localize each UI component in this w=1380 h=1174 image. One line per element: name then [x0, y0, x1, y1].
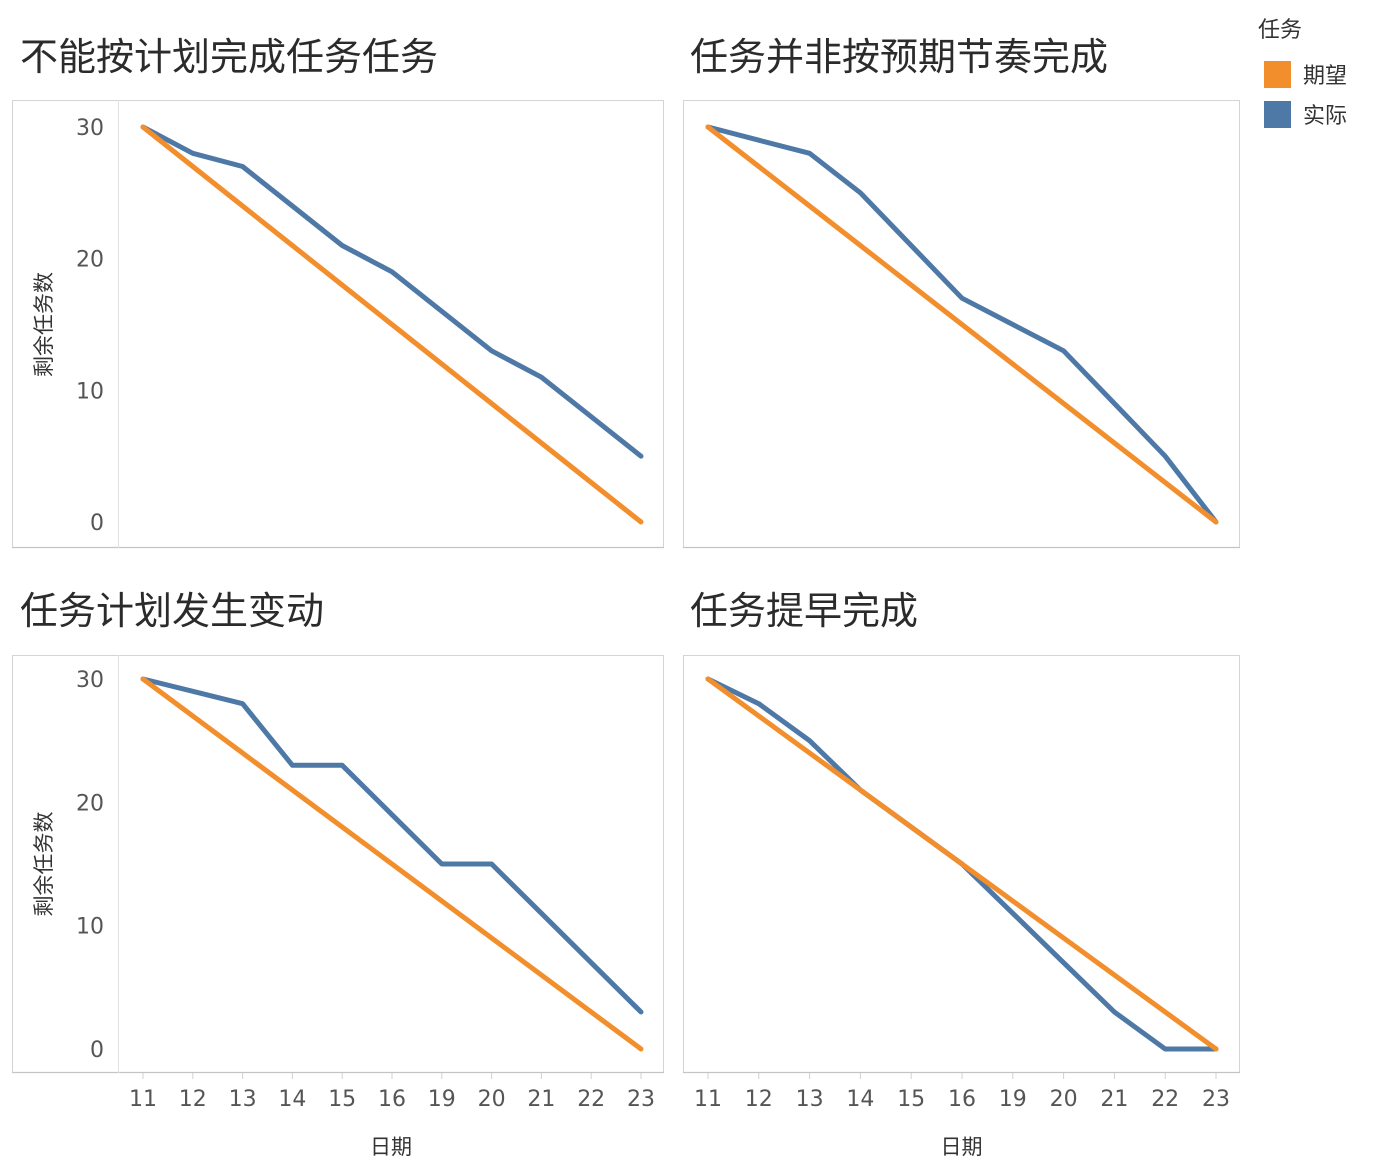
x-tick-label: 19 [999, 1087, 1027, 1112]
legend-swatch [1264, 60, 1291, 88]
legend-title: 任务 [1258, 18, 1303, 43]
x-tick-label: 14 [278, 1087, 306, 1112]
legend-label: 期望 [1303, 64, 1348, 89]
y-tick-label: 10 [76, 379, 104, 404]
y-tick-label: 10 [76, 915, 104, 940]
x-tick-label: 14 [846, 1087, 874, 1112]
x-axis-title: 日期 [370, 1135, 412, 1159]
x-tick-label: 11 [694, 1087, 722, 1112]
y-tick-label: 20 [76, 248, 104, 273]
chart-title: 任务计划发生变动 [20, 589, 325, 633]
x-tick-label: 15 [328, 1087, 356, 1112]
series-line-actual [140, 124, 644, 459]
series-line-expected [140, 124, 644, 525]
legend: 任务 期望 实际 [1258, 12, 1347, 134]
x-tick-label: 15 [897, 1087, 925, 1112]
x-tick-label: 20 [478, 1087, 506, 1112]
series-line-actual [140, 676, 644, 1015]
x-tick-label: 19 [428, 1087, 456, 1112]
x-tick-label: 16 [948, 1087, 976, 1112]
x-tick-label: 22 [1151, 1087, 1179, 1112]
x-tick-label: 23 [1202, 1087, 1230, 1112]
x-tick-label: 13 [796, 1087, 824, 1112]
x-tick-label: 16 [378, 1087, 406, 1112]
y-tick-label: 20 [76, 791, 104, 816]
x-axis-title: 日期 [941, 1135, 983, 1159]
x-tick-label: 20 [1050, 1087, 1078, 1112]
chart-title: 任务并非按预期节奏完成 [690, 35, 1109, 79]
series-line-expected [140, 676, 644, 1052]
x-tick-label: 22 [577, 1087, 605, 1112]
panel-frame [12, 655, 664, 1073]
x-tick-label: 13 [229, 1087, 257, 1112]
y-tick-label: 30 [76, 668, 104, 693]
chart-title: 任务提早完成 [690, 589, 919, 633]
y-tick-label: 30 [76, 116, 104, 141]
y-tick-label: 0 [90, 1038, 104, 1063]
chart-title: 不能按计划完成任务任务 [20, 35, 439, 79]
legend-item-expected[interactable]: 期望 [1258, 54, 1347, 94]
x-tick-label: 12 [179, 1087, 207, 1112]
legend-item-actual[interactable]: 实际 [1258, 94, 1347, 134]
x-tick-label: 11 [129, 1087, 157, 1112]
series-line-expected [705, 124, 1219, 525]
charts-svg: 0 10 20 30 剩余任务数 0 10 20 30 剩余任务数 11 12 13 14 15 16 19 20… [12, 100, 1240, 1159]
legend-swatch [1264, 100, 1291, 128]
y-axis-title: 剩余任务数 [32, 812, 56, 917]
y-axis-title: 剩余任务数 [32, 272, 56, 377]
x-tick-label: 21 [1100, 1087, 1128, 1112]
x-tick-label: 12 [745, 1087, 773, 1112]
y-tick-label: 0 [90, 511, 104, 536]
series-line-actual [705, 124, 1219, 525]
legend-label: 实际 [1303, 104, 1348, 129]
x-tick-label: 21 [527, 1087, 555, 1112]
series-line-expected [705, 676, 1219, 1052]
x-tick-label: 23 [627, 1087, 655, 1112]
panel-frame [12, 100, 664, 548]
